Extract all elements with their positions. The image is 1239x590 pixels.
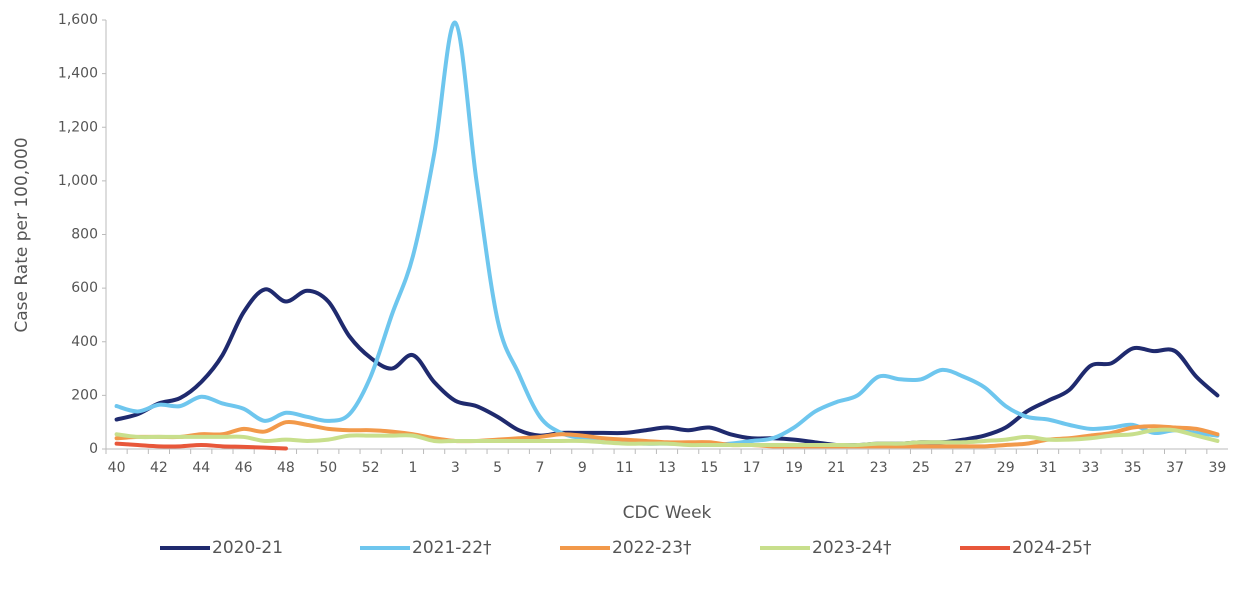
series-line <box>114 427 1220 448</box>
x-tick-label: 31 <box>1039 460 1057 476</box>
y-tick-label: 800 <box>71 227 98 243</box>
x-tick-label: 15 <box>700 460 718 476</box>
legend-label: 2023-24† <box>812 538 892 558</box>
y-tick-label: 1,000 <box>58 173 98 189</box>
x-tick-label: 1 <box>409 460 418 476</box>
x-tick-label: 19 <box>785 460 803 476</box>
legend-label: 2021-22† <box>412 538 492 558</box>
y-tick-label: 1,600 <box>58 12 98 28</box>
y-tick-label: 1,200 <box>58 119 98 135</box>
x-tick-label: 40 <box>108 460 126 476</box>
x-tick-label: 17 <box>743 460 761 476</box>
y-axis-title: Case Rate per 100,000 <box>12 137 32 332</box>
x-tick-label: 3 <box>451 460 460 476</box>
x-tick-label: 13 <box>658 460 676 476</box>
y-tick-label: 200 <box>71 387 98 403</box>
series-line <box>114 287 1220 448</box>
x-tick-label: 44 <box>192 460 210 476</box>
legend-label: 2024-25† <box>1012 538 1092 558</box>
y-tick-label: 400 <box>71 334 98 350</box>
y-tick-label: 1,400 <box>58 66 98 82</box>
x-tick-label: 39 <box>1209 460 1227 476</box>
x-tick-label: 50 <box>319 460 337 476</box>
x-tick-label: 7 <box>536 460 545 476</box>
x-tick-label: 42 <box>150 460 168 476</box>
x-tick-label: 23 <box>870 460 888 476</box>
x-tick-label: 9 <box>578 460 587 476</box>
x-tick-label: 48 <box>277 460 295 476</box>
x-tick-label: 21 <box>827 460 845 476</box>
x-tick-label: 52 <box>362 460 380 476</box>
series-line <box>114 441 288 451</box>
x-tick-label: 35 <box>1124 460 1142 476</box>
x-tick-label: 5 <box>493 460 502 476</box>
x-tick-label: 37 <box>1166 460 1184 476</box>
legend-label: 2020-21 <box>212 538 283 558</box>
x-axis-title: CDC Week <box>623 503 712 523</box>
legend-label: 2022-23† <box>612 538 692 558</box>
x-tick-label: 11 <box>616 460 634 476</box>
y-tick-label: 600 <box>71 280 98 296</box>
x-tick-label: 27 <box>954 460 972 476</box>
x-tick-label: 29 <box>997 460 1015 476</box>
x-tick-label: 33 <box>1081 460 1099 476</box>
y-tick-label: 0 <box>89 441 98 457</box>
x-tick-label: 46 <box>235 460 253 476</box>
x-tick-label: 25 <box>912 460 930 476</box>
series-line <box>114 20 1220 447</box>
